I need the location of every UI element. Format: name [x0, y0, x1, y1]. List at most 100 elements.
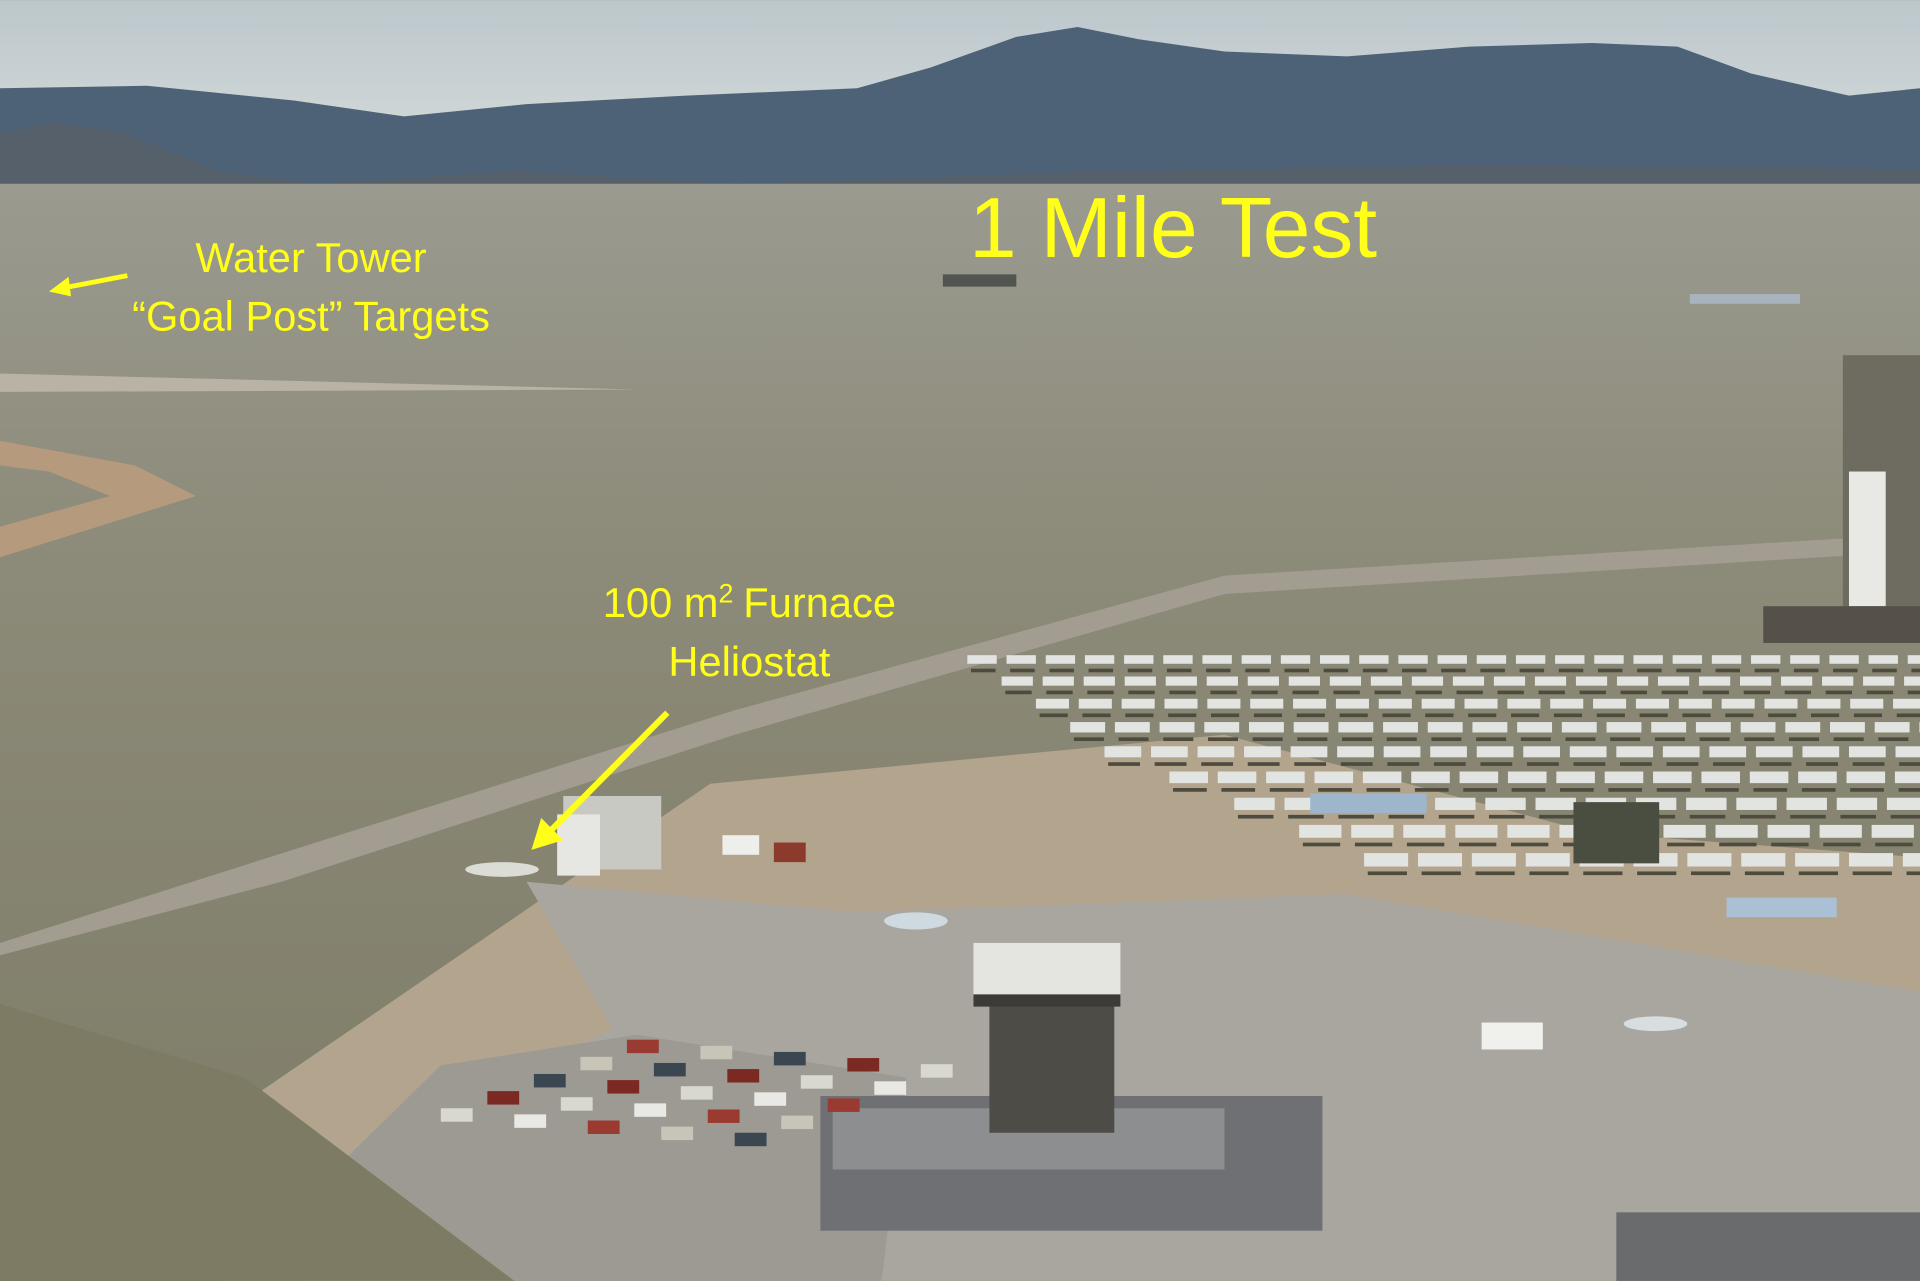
heliostat	[1802, 746, 1839, 757]
heliostat-shadow	[1425, 713, 1453, 717]
heliostat	[1633, 655, 1662, 664]
heliostat-shadow	[1637, 871, 1676, 875]
heliostat	[1908, 655, 1920, 664]
heliostat-shadow	[1667, 843, 1704, 847]
heliostat-shadow	[1799, 871, 1838, 875]
heliostat-shadow	[1087, 691, 1113, 695]
heliostat-shadow	[1297, 737, 1327, 741]
heliostat	[1363, 772, 1402, 784]
heliostat-shadow	[1560, 788, 1594, 792]
heliostat-shadow	[1010, 669, 1034, 673]
heliostat-shadow	[1046, 691, 1072, 695]
heliostat	[1289, 677, 1320, 686]
heliostat	[1428, 722, 1463, 732]
heliostat-shadow	[1908, 691, 1920, 695]
photo: 1 Mile Test Water Tower “Goal Post” Targ…	[0, 0, 1920, 1281]
heliostat	[1829, 655, 1858, 664]
heliostat-shadow	[1270, 788, 1304, 792]
heliostat-shadow	[1318, 788, 1352, 792]
heliostat-shadow	[1740, 815, 1776, 819]
car	[774, 1052, 806, 1065]
heliostat-shadow	[1341, 762, 1373, 766]
car	[514, 1114, 546, 1127]
heliostat	[1576, 677, 1607, 686]
heliostat	[1455, 825, 1497, 838]
heliostat	[1430, 746, 1467, 757]
heliostat	[1523, 746, 1560, 757]
heliostat-shadow	[1208, 737, 1238, 741]
heliostat-shadow	[1468, 713, 1496, 717]
heliostat-shadow	[1294, 762, 1326, 766]
heliostat	[1472, 722, 1507, 732]
heliostat	[1790, 655, 1819, 664]
heliostat-shadow	[1875, 843, 1912, 847]
heliostat	[1418, 853, 1462, 866]
heliostat-shadow	[1480, 762, 1512, 766]
heliostat-shadow	[1374, 691, 1400, 695]
heliostat-shadow	[1355, 843, 1392, 847]
heliostat	[1751, 655, 1780, 664]
car	[847, 1058, 879, 1071]
heliostat-shadow	[1867, 691, 1893, 695]
heliostat-shadow	[1834, 737, 1864, 741]
heliostat	[1266, 772, 1305, 784]
heliostat-shadow	[1476, 871, 1515, 875]
heliostat	[1160, 722, 1195, 732]
heliostat-shadow	[1703, 691, 1729, 695]
heliostat-shadow	[1771, 843, 1808, 847]
heliostat-shadow	[1303, 843, 1340, 847]
heliostat	[1736, 798, 1776, 810]
car	[681, 1086, 713, 1099]
heliostat	[1699, 677, 1730, 686]
heliostat-shadow	[1407, 843, 1444, 847]
heliostat	[1314, 772, 1353, 784]
heliostat	[1556, 772, 1595, 784]
heliostat-shadow	[1125, 713, 1153, 717]
heliostat	[1036, 699, 1069, 709]
heliostat-shadow	[1422, 871, 1461, 875]
heliostat	[1244, 746, 1281, 757]
heliostat	[1084, 677, 1115, 686]
heliostat-shadow	[1655, 737, 1685, 741]
heliostat-shadow	[1520, 669, 1544, 673]
heliostat-shadow	[1459, 843, 1496, 847]
heliostat-shadow	[1245, 669, 1269, 673]
heliostat	[1636, 699, 1669, 709]
heliostat	[1435, 798, 1475, 810]
heliostat-shadow	[1719, 843, 1756, 847]
heliostat-shadow	[1768, 713, 1796, 717]
heliostat	[1364, 853, 1408, 866]
heliostat-shadow	[1897, 713, 1920, 717]
heliostat	[1124, 655, 1153, 664]
label: Water Tower	[195, 234, 426, 281]
heliostat	[1438, 655, 1467, 664]
heliostat	[1687, 853, 1731, 866]
heliostat	[1299, 825, 1341, 838]
heliostat	[1741, 853, 1785, 866]
label: “Goal Post” Targets	[132, 293, 490, 340]
heliostat	[1617, 677, 1648, 686]
heliostat	[1169, 772, 1208, 784]
heliostat-shadow	[1387, 737, 1417, 741]
background	[0, 0, 1920, 1281]
heliostat	[1594, 655, 1623, 664]
heliostat	[1535, 677, 1566, 686]
heliostat	[1849, 853, 1893, 866]
heliostat	[1887, 798, 1920, 810]
heliostat	[1837, 798, 1877, 810]
heliostat-shadow	[1297, 713, 1325, 717]
heliostat-shadow	[1463, 788, 1497, 792]
heliostat-shadow	[1802, 788, 1836, 792]
heliostat	[1485, 798, 1525, 810]
car	[801, 1075, 833, 1088]
heliostat-shadow	[1554, 713, 1582, 717]
heliostat-shadow	[1911, 669, 1920, 673]
heliostat	[1337, 746, 1374, 757]
page: 1 Mile Test Water Tower “Goal Post” Targ…	[0, 0, 1920, 1281]
heliostat-shadow	[1539, 691, 1565, 695]
heliostat	[1398, 655, 1427, 664]
heliostat-shadow	[1682, 713, 1710, 717]
heliostat-shadow	[1891, 815, 1920, 819]
heliostat	[1673, 655, 1702, 664]
heliostat-shadow	[1806, 762, 1838, 766]
